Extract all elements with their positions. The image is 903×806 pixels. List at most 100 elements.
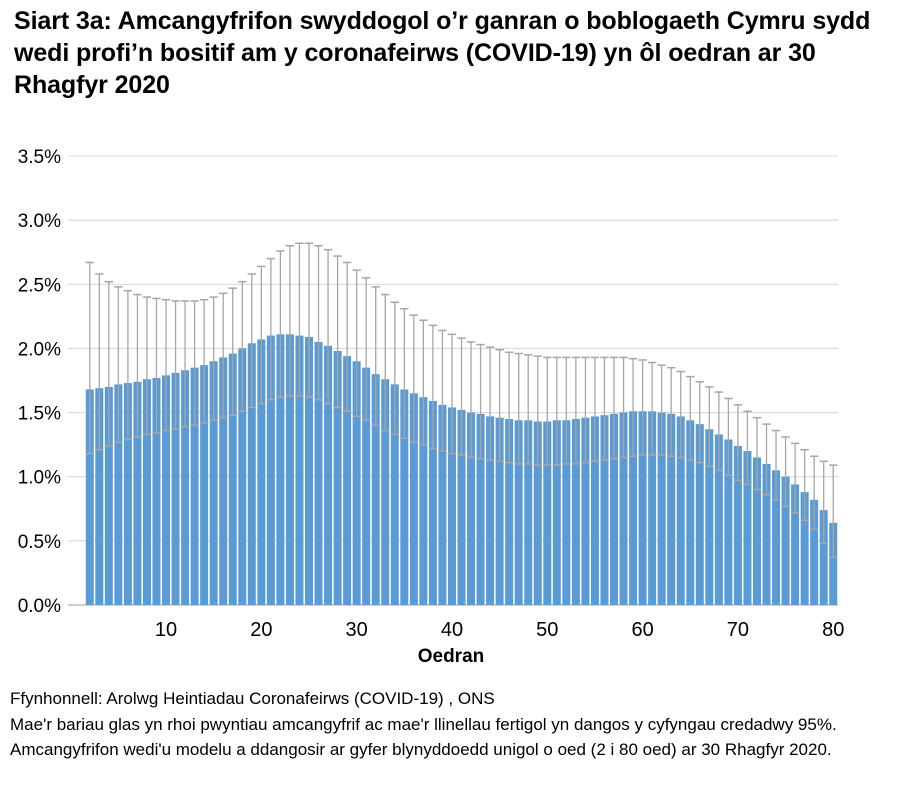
bar: [142, 379, 151, 605]
y-axis-tick-label: 2.5%: [18, 275, 61, 296]
x-axis-title: Oedran: [418, 646, 485, 667]
bar: [257, 339, 266, 605]
bar: [733, 445, 742, 605]
bar: [304, 336, 313, 605]
bar: [428, 401, 437, 605]
y-axis-tick-label: 0.5%: [18, 532, 61, 553]
bar: [381, 379, 390, 605]
bar: [400, 389, 409, 605]
bar: [772, 470, 781, 605]
y-axis-tick-label: 1.0%: [18, 468, 61, 489]
bar: [114, 384, 123, 605]
bar: [285, 334, 294, 605]
bar: [638, 411, 647, 605]
bar: [543, 421, 552, 605]
x-axis-tick-label: 70: [727, 619, 749, 641]
bar: [200, 365, 209, 605]
bar: [476, 413, 485, 605]
x-axis-tick-label: 50: [536, 619, 558, 641]
bar: [676, 416, 685, 605]
bar: [819, 510, 828, 605]
bar: [514, 420, 523, 605]
x-axis-tick-label: 30: [346, 619, 368, 641]
y-axis-tick-label: 3.0%: [18, 211, 61, 232]
bar: [714, 434, 723, 605]
bar: [190, 367, 199, 605]
bar: [152, 377, 161, 605]
footnote-source: Ffynhonnell: Arolwg Heintiadau Coronafei…: [10, 689, 495, 708]
bar: [791, 484, 800, 605]
bar: [552, 420, 561, 605]
page-title: Siart 3a: Amcangyfrifon swyddogol o’r ga…: [14, 7, 871, 99]
x-axis-tick-label: 60: [631, 619, 653, 641]
bar: [752, 457, 761, 605]
bar: [495, 417, 504, 605]
bar: [829, 522, 838, 605]
bar: [800, 492, 809, 605]
bar: [171, 372, 180, 605]
bar: [581, 417, 590, 605]
x-axis-tick-labels: 10 20 30 40 50 60 70 80: [155, 619, 844, 641]
bar: [447, 407, 456, 605]
footnotes: Ffynhonnell: Arolwg Heintiadau Coronafei…: [10, 686, 894, 763]
bar: [123, 383, 132, 605]
bar: [667, 413, 676, 605]
bar: [695, 424, 704, 605]
bar: [419, 397, 428, 605]
y-axis-tick-labels: 0.0% 0.5% 1.0% 1.5% 2.0% 2.5% 3.0% 3.5%: [18, 147, 61, 617]
bar: [762, 463, 771, 605]
bar: [619, 412, 628, 605]
bar: [409, 393, 418, 605]
x-axis-tick-label: 20: [250, 619, 272, 641]
bar: [276, 334, 285, 605]
y-axis-tick-label: 0.0%: [18, 596, 61, 617]
bar: [533, 421, 542, 605]
bar: [219, 357, 228, 605]
bars-group: [85, 334, 838, 605]
bar: [343, 356, 352, 605]
bar: [648, 411, 657, 605]
bar: [85, 389, 94, 605]
bar: [562, 420, 571, 605]
y-axis-tick-label: 1.5%: [18, 404, 61, 425]
error-bars-group: [85, 242, 838, 559]
bar: [571, 418, 580, 605]
chart-container: 0.0% 0.5% 1.0% 1.5% 2.0% 2.5% 3.0% 3.5% 10 20 30 4…: [0, 138, 903, 683]
bar: [362, 367, 371, 605]
x-axis-tick-label: 10: [155, 619, 177, 641]
bar: [686, 420, 695, 605]
bar-chart: 0.0% 0.5% 1.0% 1.5% 2.0% 2.5% 3.0% 3.5% 10 20 30 4…: [18, 147, 845, 667]
bar: [438, 404, 447, 605]
bar: [600, 415, 609, 605]
bar: [590, 416, 599, 605]
bar: [333, 350, 342, 605]
bar: [209, 361, 218, 605]
x-axis-tick-label: 40: [441, 619, 463, 641]
bar: [371, 374, 380, 605]
bar: [457, 410, 466, 605]
bar: [324, 345, 333, 605]
bar: [657, 412, 666, 605]
bar: [104, 386, 113, 605]
bar: [295, 335, 304, 605]
bar: [162, 375, 171, 605]
y-axis-tick-label: 3.5%: [18, 147, 61, 168]
bar: [610, 413, 619, 605]
bar: [133, 381, 142, 605]
bar: [724, 439, 733, 605]
bar: [228, 353, 237, 605]
bar: [629, 411, 638, 605]
bar: [524, 420, 533, 605]
bar: [266, 335, 275, 605]
bar: [505, 418, 514, 605]
bar: [781, 476, 790, 605]
bar: [314, 342, 323, 605]
y-axis-tick-label: 2.0%: [18, 339, 61, 360]
bar: [95, 388, 104, 605]
footnote-description: Mae'r bariau glas yn rhoi pwyntiau amcan…: [10, 714, 837, 760]
bar: [810, 499, 819, 605]
x-axis-tick-label: 80: [822, 619, 844, 641]
bar: [238, 348, 247, 605]
bar: [181, 370, 190, 605]
bar: [247, 343, 256, 605]
